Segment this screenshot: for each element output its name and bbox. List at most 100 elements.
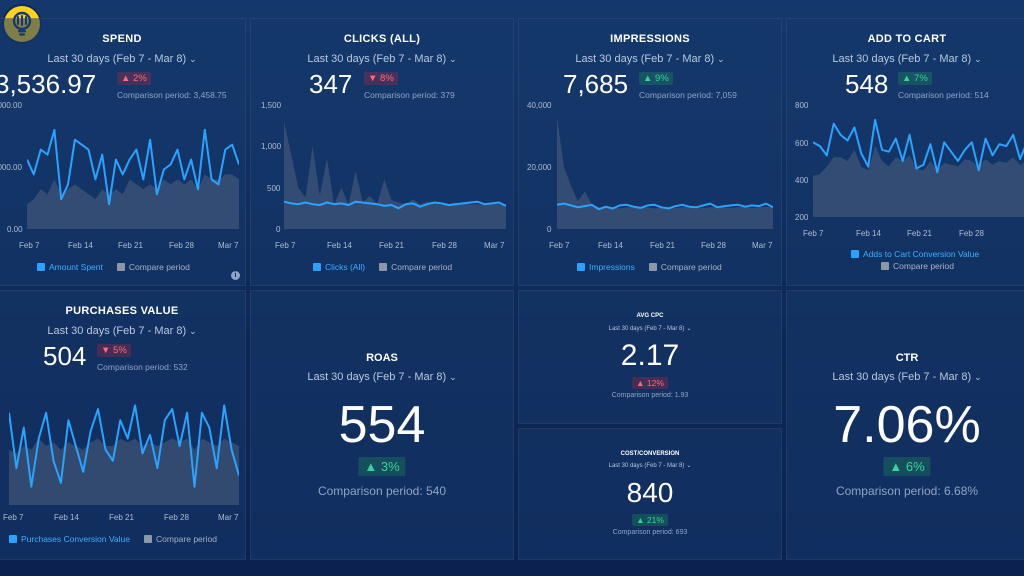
checkbox-icon bbox=[116, 263, 125, 271]
date-range-dropdown[interactable]: Last 30 days (Feb 7 - Mar 8) ⌄ bbox=[251, 53, 513, 65]
x-tick: Feb 21 bbox=[907, 229, 932, 238]
comparison-text: Comparison period: 379 bbox=[364, 90, 455, 100]
x-tick: Feb 14 bbox=[598, 241, 623, 250]
x-tick: Feb 7 bbox=[275, 241, 296, 250]
x-tick: Feb 7 bbox=[803, 229, 824, 238]
cost-conversion-widget[interactable]: COST/CONVERSION Last 30 days (Feb 7 - Ma… bbox=[518, 428, 782, 560]
comparison-text: Comparison period: 540 bbox=[317, 484, 447, 498]
legend-label: Purchases Conversion Value bbox=[21, 534, 130, 544]
legend-item-compare[interactable]: Compare period bbox=[648, 262, 722, 272]
add-to-cart-widget[interactable]: ADD TO CART Last 30 days (Feb 7 - Mar 8)… bbox=[786, 18, 1024, 286]
chart-legend: Amount Spent Compare period bbox=[37, 262, 190, 272]
y-tick: 400 bbox=[795, 176, 809, 185]
comparison-text: Comparison period: 6.68% bbox=[835, 484, 979, 498]
x-tick: Feb 28 bbox=[432, 241, 457, 250]
compare-period-area bbox=[557, 117, 773, 229]
date-range-label: Last 30 days (Feb 7 - Mar 8) bbox=[832, 371, 972, 383]
widget-title: IMPRESSIONS bbox=[610, 33, 690, 45]
date-range-label: Last 30 days (Feb 7 - Mar 8) bbox=[307, 53, 447, 65]
change-badge: ▲ 21% bbox=[632, 514, 668, 526]
legend-item-main[interactable]: Amount Spent bbox=[37, 262, 103, 272]
date-range-dropdown[interactable]: Last 30 days (Feb 7 - Mar 8) ⌄ bbox=[251, 371, 513, 383]
roas-widget[interactable]: ROAS Last 30 days (Feb 7 - Mar 8) ⌄ 554 ▲… bbox=[250, 290, 514, 560]
chevron-down-icon: ⌄ bbox=[717, 54, 725, 64]
metric-value: 3,536.97 bbox=[0, 69, 97, 99]
compare-period-area bbox=[813, 146, 1024, 217]
y-tick: 0.00 bbox=[7, 225, 23, 234]
legend-item-compare[interactable]: Compare period bbox=[144, 534, 217, 544]
x-tick: Feb 21 bbox=[379, 241, 404, 250]
date-range-dropdown[interactable]: Last 30 days (Feb 7 - Mar 8) ⌄ bbox=[519, 53, 781, 65]
metric-value: 7.06% bbox=[833, 396, 981, 454]
spend-widget[interactable]: SPEND Last 30 days (Feb 7 - Mar 8) ⌄ 3,53… bbox=[0, 18, 246, 286]
comparison-text: Comparison period: 3,458.75 bbox=[117, 90, 227, 100]
legend-label: Compare period bbox=[128, 262, 190, 272]
compare-period-area bbox=[284, 121, 506, 229]
x-tick: Feb 21 bbox=[109, 513, 134, 522]
avg-cpc-widget[interactable]: AVG CPC Last 30 days (Feb 7 - Mar 8) ⌄ 2.… bbox=[518, 290, 782, 424]
date-range-dropdown[interactable]: Last 30 days (Feb 7 - Mar 8) ⌄ bbox=[787, 371, 1024, 383]
y-tick: 800 bbox=[795, 101, 809, 110]
legend-item-compare[interactable]: Compare period bbox=[881, 261, 954, 271]
legend-label: Amount Spent bbox=[49, 262, 103, 272]
checkbox-icon bbox=[9, 535, 17, 543]
x-tick: Mar 7 bbox=[484, 241, 505, 250]
main-series-line[interactable] bbox=[284, 200, 506, 210]
legend-label: Compare period bbox=[660, 262, 722, 272]
legend-item-main[interactable]: Clicks (All) bbox=[313, 262, 365, 272]
chevron-down-icon: ⌄ bbox=[449, 54, 457, 64]
legend-item-compare[interactable]: Compare period bbox=[379, 262, 452, 272]
date-range-dropdown[interactable]: Last 30 days (Feb 7 - Mar 8) ⌄ bbox=[0, 325, 245, 337]
x-tick: Feb 14 bbox=[54, 513, 79, 522]
y-tick: 1000.00 bbox=[0, 101, 22, 110]
x-tick: Feb 14 bbox=[68, 241, 93, 250]
chart-legend: Impressions Compare period bbox=[577, 262, 722, 272]
main-series-line[interactable] bbox=[813, 118, 1024, 174]
x-tick: Feb 7 bbox=[19, 241, 40, 250]
main-series-line[interactable] bbox=[557, 202, 773, 211]
x-tick: Mar 7 bbox=[218, 241, 239, 250]
widget-title: AVG CPC bbox=[636, 313, 664, 319]
legend-item-main[interactable]: Purchases Conversion Value bbox=[9, 534, 130, 544]
purchases-line-chart bbox=[9, 404, 239, 505]
checkbox-icon bbox=[577, 263, 585, 271]
info-icon[interactable]: i bbox=[231, 271, 240, 280]
clicks-widget[interactable]: CLICKS (ALL) Last 30 days (Feb 7 - Mar 8… bbox=[250, 18, 514, 286]
date-range-dropdown[interactable]: Last 30 days (Feb 7 - Mar 8) ⌄ bbox=[519, 325, 781, 332]
y-tick: 1,500 bbox=[261, 101, 282, 110]
date-range-label: Last 30 days (Feb 7 - Mar 8) bbox=[47, 325, 187, 337]
ctr-widget[interactable]: CTR Last 30 days (Feb 7 - Mar 8) ⌄ 7.06% … bbox=[786, 290, 1024, 560]
impressions-line-chart bbox=[557, 117, 773, 229]
change-badge: ▲ 9% bbox=[639, 72, 673, 85]
comparison-text: Comparison period: 1.93 bbox=[611, 392, 689, 399]
y-tick: 20,000 bbox=[527, 163, 552, 172]
legend-item-compare[interactable]: Compare period bbox=[116, 262, 190, 272]
change-badge: ▲ 12% bbox=[632, 377, 668, 389]
date-range-label: Last 30 days (Feb 7 - Mar 8) bbox=[608, 463, 685, 469]
legend-item-main[interactable]: Adds to Cart Conversion Value bbox=[851, 249, 979, 259]
y-tick: 1000.00 bbox=[0, 163, 22, 172]
y-tick: 0 bbox=[547, 225, 552, 234]
comparison-text: Comparison period: 693 bbox=[612, 529, 688, 536]
main-series-line[interactable] bbox=[27, 128, 239, 206]
checkbox-icon bbox=[881, 262, 889, 270]
legend-label: Compare period bbox=[156, 534, 217, 544]
add-to-cart-line-chart bbox=[813, 118, 1024, 217]
clicks-line-chart bbox=[284, 121, 506, 229]
y-tick: 0 bbox=[276, 225, 281, 234]
date-range-dropdown[interactable]: Last 30 days (Feb 7 - Mar 8) ⌄ bbox=[0, 53, 245, 65]
change-badge: ▼ 8% bbox=[364, 72, 398, 85]
impressions-widget[interactable]: IMPRESSIONS Last 30 days (Feb 7 - Mar 8)… bbox=[518, 18, 782, 286]
main-series-line[interactable] bbox=[9, 404, 239, 488]
chevron-down-icon: ⌄ bbox=[686, 326, 692, 332]
legend-label: Compare period bbox=[391, 262, 453, 272]
widget-title: SPEND bbox=[102, 33, 142, 45]
date-range-dropdown[interactable]: Last 30 days (Feb 7 - Mar 8) ⌄ bbox=[787, 53, 1024, 65]
date-range-dropdown[interactable]: Last 30 days (Feb 7 - Mar 8) ⌄ bbox=[519, 462, 781, 469]
checkbox-icon bbox=[313, 263, 321, 271]
x-tick: Feb 7 bbox=[549, 241, 570, 250]
checkbox-icon bbox=[851, 250, 859, 258]
widget-title: CLICKS (ALL) bbox=[343, 33, 421, 45]
legend-item-main[interactable]: Impressions bbox=[577, 262, 635, 272]
purchases-value-widget[interactable]: PURCHASES VALUE Last 30 days (Feb 7 - Ma… bbox=[0, 290, 246, 560]
